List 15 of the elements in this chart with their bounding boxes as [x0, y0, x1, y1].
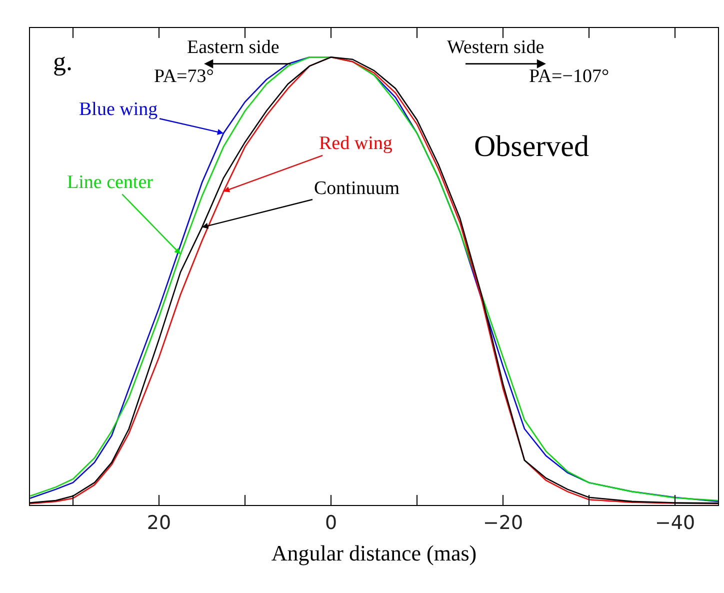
annotation: Eastern side: [187, 37, 280, 58]
annotation: Observed: [474, 130, 589, 163]
x-tick-label: −40: [654, 512, 696, 534]
annotation: Western side: [447, 37, 544, 58]
annotation: g.: [53, 47, 72, 76]
text: Blue wing: [79, 99, 158, 120]
text: Line center: [67, 172, 154, 193]
text: Continuum: [314, 178, 400, 199]
annotation: PA=73°: [154, 66, 214, 87]
series-label: Red wing: [319, 133, 393, 154]
x-axis-title: Angular distance (mas): [271, 540, 477, 566]
x-tick-label: 20: [146, 512, 172, 534]
x-tick-label: −20: [482, 512, 524, 534]
annotation: PA=−107°: [529, 66, 610, 87]
x-tick-label: 0: [324, 512, 338, 534]
